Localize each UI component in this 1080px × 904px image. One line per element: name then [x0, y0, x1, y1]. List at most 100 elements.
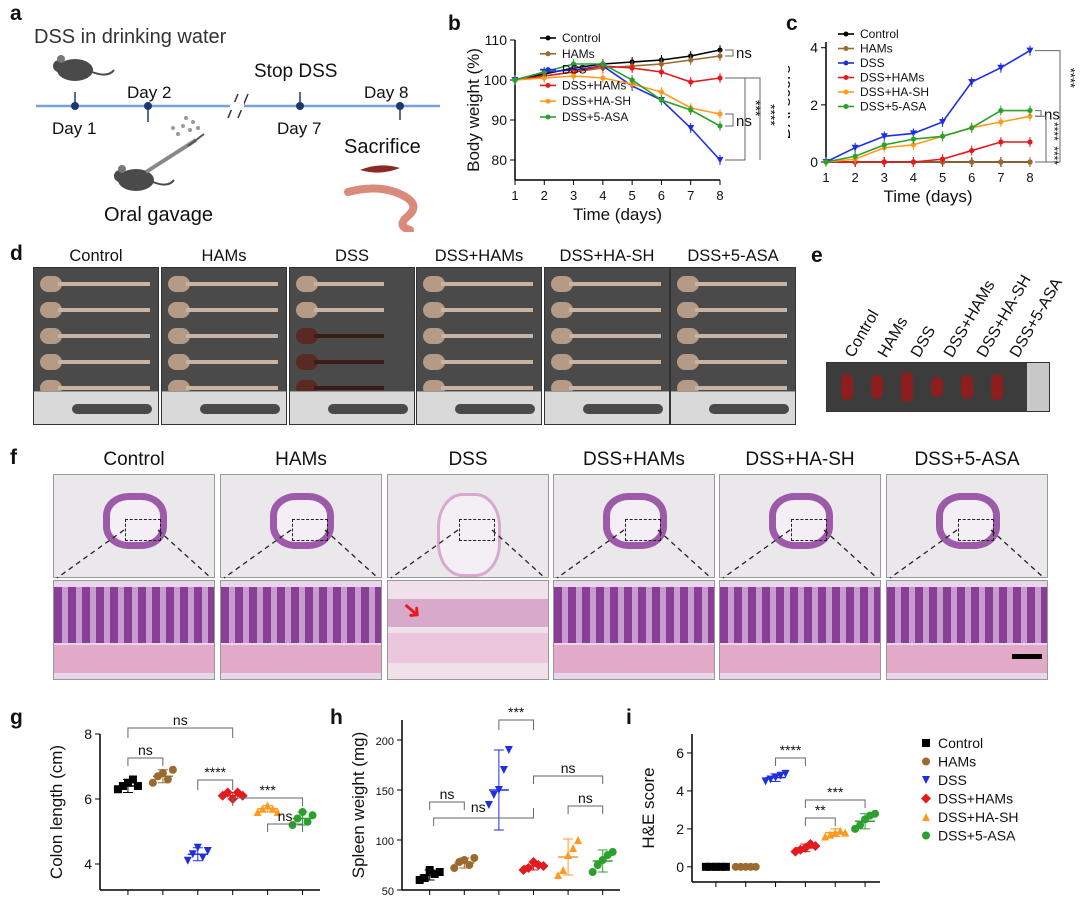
x-tick-label: 1: [511, 188, 518, 203]
legend-marker: [843, 31, 849, 37]
data-point: [541, 69, 547, 75]
data-point: [922, 776, 930, 784]
y-tick-label: 150: [376, 786, 394, 798]
data-point: [921, 793, 931, 804]
sig-label: ****: [1063, 68, 1078, 88]
data-point: [939, 119, 947, 126]
sig-label: ns: [561, 760, 576, 776]
sig-label: ns: [471, 799, 486, 815]
histology-zoom-4: [553, 580, 715, 680]
sig-bracket: [1035, 50, 1061, 163]
spleen-specimen: [871, 375, 883, 399]
y-tick-label: 0: [676, 859, 684, 875]
x-tick-label: 8: [716, 188, 723, 203]
data-point: [499, 766, 508, 774]
panel-label-d: d: [10, 242, 23, 265]
schematic-title: DSS in drinking water: [34, 26, 227, 48]
legend-label: Control: [938, 735, 983, 751]
data-point: [629, 65, 635, 71]
data-point: [939, 156, 946, 162]
data-point: [922, 813, 930, 821]
data-point: [658, 89, 665, 95]
data-point: [629, 77, 635, 83]
legend-label: DSS: [562, 63, 587, 77]
sig-bracket: [775, 757, 806, 766]
data-point: [512, 77, 518, 83]
data-point: [288, 821, 297, 829]
data-point: [564, 851, 573, 859]
y-axis-label: Spleen weight (mg): [349, 732, 368, 878]
spleen-specimen: [961, 375, 973, 399]
data-point: [881, 142, 887, 148]
histology-label-2: HAMs: [275, 449, 327, 470]
series-line-Control: [514, 49, 721, 81]
sig-bracket: [267, 823, 304, 832]
series-line-DSS+HA-SH: [514, 75, 721, 115]
data-point: [909, 130, 917, 137]
data-point: [148, 778, 157, 787]
data-point: [766, 775, 775, 784]
data-point: [420, 874, 429, 882]
legend-marker: [545, 35, 551, 41]
series-line-DSS: [825, 49, 1031, 163]
legend-label: DSS+HA-SH: [938, 809, 1019, 825]
data-point: [687, 125, 695, 132]
gavage-label: Oral gavage: [104, 204, 213, 226]
y-tick-label: 90: [491, 112, 507, 128]
data-point: [795, 844, 806, 855]
data-point: [658, 97, 665, 103]
legend-label: HAMs: [938, 754, 976, 770]
y-tick-label: 6: [84, 791, 92, 807]
sig-label: ****: [763, 104, 775, 126]
data-point: [1027, 107, 1033, 114]
day8-label: Day 8: [364, 83, 409, 102]
data-point: [523, 863, 534, 873]
panel-label-c: c: [786, 12, 798, 35]
data-point: [430, 870, 439, 878]
spleen-colon-icon: [344, 165, 418, 232]
data-point: [922, 757, 930, 766]
sig-label: ns: [278, 808, 293, 824]
data-point: [771, 773, 780, 782]
sig-bracket: [725, 49, 734, 57]
panel-label-g: g: [10, 706, 23, 729]
histology-zoom-2: [220, 580, 382, 680]
y-tick-label: 50: [382, 886, 394, 898]
spleen-specimen: [991, 374, 1003, 400]
data-point: [541, 75, 547, 81]
histology-label-4: DSS+HAMs: [583, 449, 685, 470]
data-point: [717, 47, 723, 53]
data-point: [717, 75, 723, 81]
histology-overview-2: [220, 474, 382, 578]
data-point: [939, 133, 946, 139]
data-point: [268, 804, 277, 813]
chart-dai-score: 1 2 3 4 5 6 7 8 0 2 4 Time (days) DAI score ControlHA…: [788, 27, 1078, 206]
x-tick-label: 7: [997, 170, 1004, 185]
data-point: [570, 73, 577, 79]
legend-label: DSS: [860, 56, 885, 70]
histology-zoom-5: [719, 580, 881, 680]
y-axis-label: Colon length (cm): [47, 745, 66, 879]
sig-label: ***: [748, 100, 764, 117]
sig-bracket: [433, 808, 534, 826]
data-point: [998, 107, 1004, 114]
legend-marker: [545, 67, 551, 73]
panel-label-a: a: [10, 2, 22, 25]
histology-overview-1: [53, 474, 215, 578]
day7-label: Day 7: [277, 119, 322, 138]
sig-bracket: [737, 77, 761, 160]
data-point: [969, 125, 975, 131]
data-point: [998, 159, 1004, 165]
series-line-DSS+HA-SH: [825, 115, 1031, 163]
legend-label: Control: [562, 31, 601, 45]
colon-photo-label-6: DSS+5-ASA: [687, 247, 779, 265]
colon-photo-6: [670, 267, 796, 425]
data-point: [701, 862, 710, 871]
data-point: [751, 862, 760, 871]
legend-marker: [843, 60, 849, 66]
data-point: [716, 862, 725, 871]
data-point: [570, 61, 577, 67]
data-point: [598, 856, 607, 864]
sig-label: **: [815, 802, 826, 818]
